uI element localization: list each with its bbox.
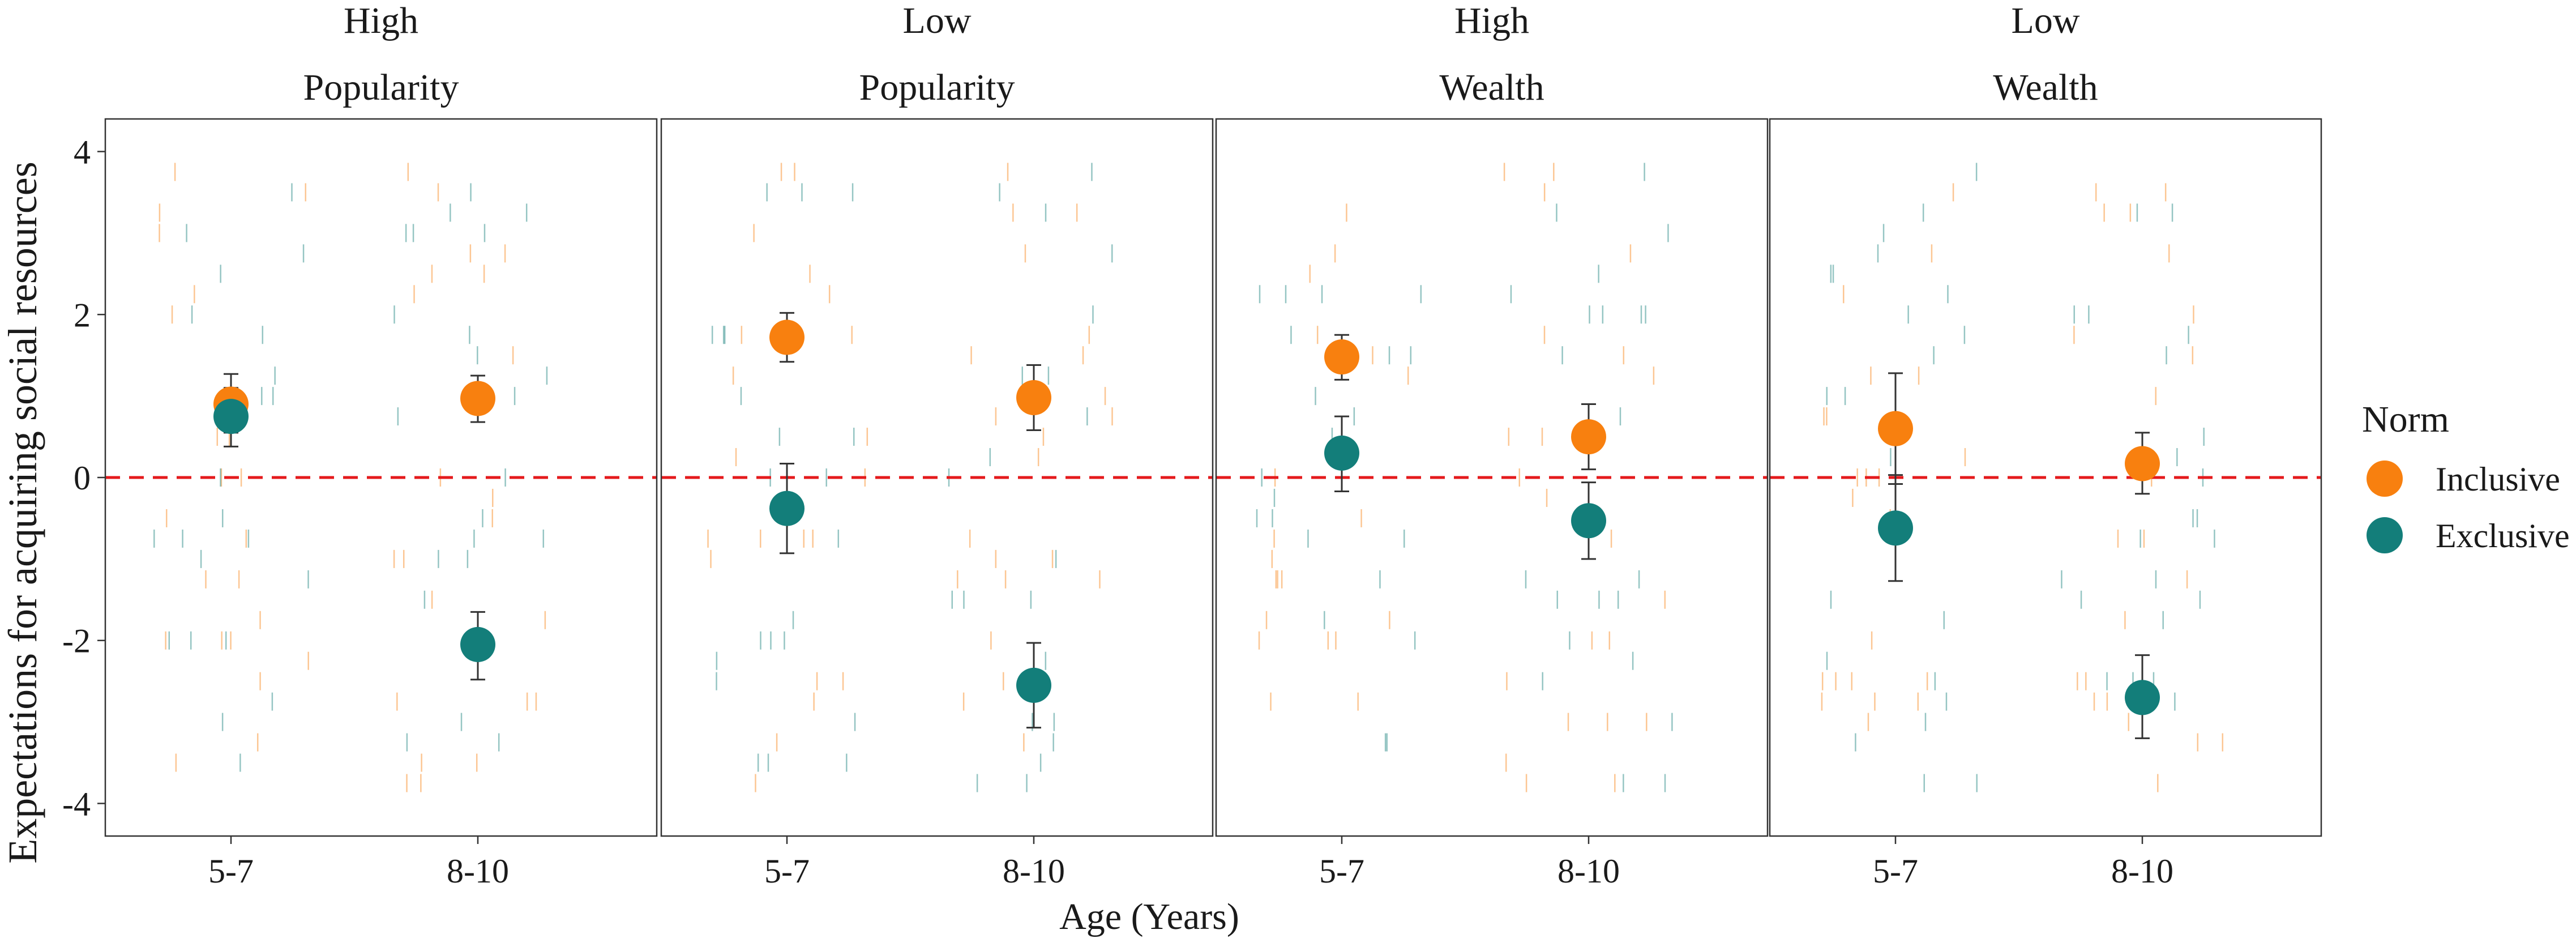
raw-data-ticks bbox=[1821, 163, 2223, 792]
panel-border bbox=[660, 118, 1214, 837]
y-tick-label: 4 bbox=[74, 134, 91, 171]
mean-point-exclusive bbox=[460, 626, 495, 662]
mean-point-exclusive bbox=[2125, 680, 2160, 715]
x-tick-label: 5-7 bbox=[1873, 852, 1918, 890]
mean-point-inclusive bbox=[460, 381, 495, 416]
facet-strip-label-level: High bbox=[344, 0, 418, 41]
facet-panel-3: High Wealth 5-7 8-10 bbox=[1215, 0, 1769, 890]
x-axis-title: Age (Years) bbox=[1059, 896, 1239, 937]
panels-layer: High Popularity 5-7 8-10 Low Popularity 5-7 8-1… bbox=[104, 0, 2322, 890]
mean-point-exclusive bbox=[769, 491, 805, 526]
x-tick-label: 8-10 bbox=[1003, 852, 1065, 890]
y-axis-title: Expectations for acquiring social resour… bbox=[0, 161, 45, 864]
x-tick-label: 8-10 bbox=[2111, 852, 2173, 890]
facet-strip-label-resource: Popularity bbox=[859, 67, 1015, 108]
y-tick-label: 0 bbox=[74, 459, 91, 497]
facet-strip-label-resource: Wealth bbox=[1439, 67, 1544, 108]
x-tick-label: 8-10 bbox=[1557, 852, 1620, 890]
mean-point-inclusive bbox=[1016, 380, 1051, 416]
facet-strip-label-level: Low bbox=[2012, 0, 2080, 41]
axes-layer: 4 2 0 -2 -4 bbox=[62, 134, 105, 822]
facet-strip-label-resource: Popularity bbox=[303, 67, 459, 108]
mean-point-inclusive bbox=[2125, 446, 2160, 481]
y-tick-label: 2 bbox=[74, 296, 91, 334]
raw-data-ticks bbox=[153, 163, 548, 792]
x-tick-label: 5-7 bbox=[764, 852, 810, 890]
mean-point-inclusive bbox=[1324, 339, 1359, 375]
mean-point-inclusive bbox=[1878, 411, 1913, 446]
legend-key-inclusive bbox=[2367, 461, 2403, 497]
mean-point-exclusive bbox=[1878, 510, 1913, 546]
mean-point-exclusive bbox=[1571, 503, 1606, 539]
facet-strip-label-resource: Wealth bbox=[1993, 67, 2098, 108]
mean-point-exclusive bbox=[1016, 667, 1051, 703]
legend-label-exclusive: Exclusive bbox=[2436, 517, 2570, 555]
mean-point-exclusive bbox=[213, 399, 249, 434]
raw-data-ticks bbox=[707, 163, 1113, 792]
legend-title: Norm bbox=[2362, 399, 2449, 440]
mean-point-inclusive bbox=[769, 319, 805, 355]
x-tick-label: 5-7 bbox=[1319, 852, 1364, 890]
facet-panel-2: Low Popularity 5-7 8-10 bbox=[660, 0, 1214, 890]
facet-strip-label-level: High bbox=[1454, 0, 1529, 41]
panel-border bbox=[1769, 118, 2322, 837]
panel-border bbox=[1215, 118, 1769, 837]
facet-panel-4: Low Wealth 5-7 8-10 bbox=[1769, 0, 2322, 890]
x-tick-label: 5-7 bbox=[208, 852, 254, 890]
facet-panel-1: High Popularity 5-7 8-10 bbox=[104, 0, 658, 890]
legend: Norm Inclusive Exclusive bbox=[2362, 399, 2570, 555]
facet-strip-label-level: Low bbox=[903, 0, 972, 41]
mean-point-exclusive bbox=[1324, 435, 1359, 471]
legend-key-exclusive bbox=[2367, 517, 2403, 553]
y-tick-label: -2 bbox=[62, 623, 91, 660]
x-tick-label: 8-10 bbox=[447, 852, 509, 890]
legend-label-inclusive: Inclusive bbox=[2436, 461, 2560, 498]
y-tick-label: -4 bbox=[62, 785, 91, 822]
mean-point-inclusive bbox=[1571, 419, 1606, 455]
